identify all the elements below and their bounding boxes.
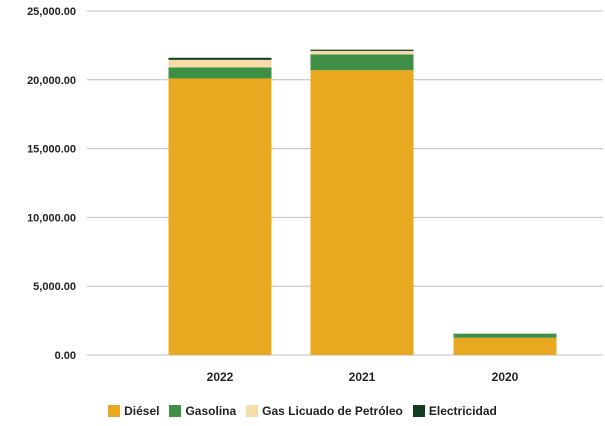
y-tick-label: 5,000.00 <box>33 281 76 293</box>
legend-item: Electricidad <box>412 404 497 418</box>
legend-item: Diésel <box>108 404 159 418</box>
bar-segment-2021-series-0 <box>310 70 414 355</box>
y-tick-label: 20,000.00 <box>27 75 76 87</box>
legend-swatch <box>108 405 121 417</box>
legend: Diésel Gasolina Gas Licuado de Petróleo Ele… <box>0 404 605 418</box>
y-tick-label: 25,000.00 <box>27 6 76 18</box>
legend-label: Electricidad <box>428 404 497 418</box>
x-category-label: 2020 <box>492 370 519 384</box>
x-category-label: 2021 <box>349 370 376 384</box>
bar-segment-2020-series-1 <box>453 333 557 338</box>
legend-item: Gas Licuado de Petróleo <box>246 404 403 418</box>
y-tick-label: 10,000.00 <box>27 212 76 224</box>
bars <box>168 49 557 355</box>
bar-segment-2022-series-1 <box>168 67 272 79</box>
y-tick-label: 0.00 <box>55 350 76 362</box>
bar-segment-2021-series-3 <box>310 49 414 51</box>
y-axis-tick-labels: 0.00 5,000.00 10,000.00 15,000.00 20,000.00 2… <box>27 6 76 362</box>
legend-swatch <box>246 405 259 417</box>
bar-segment-2021-series-1 <box>310 54 414 71</box>
legend-item: Gasolina <box>169 404 236 418</box>
legend-swatch <box>412 405 425 417</box>
y-tick-label: 15,000.00 <box>27 144 76 156</box>
bar-chart-plot: 0.00 5,000.00 10,000.00 15,000.00 20,000.00 2… <box>27 6 603 384</box>
bar-segment-2022-series-3 <box>168 57 272 60</box>
legend-label: Diésel <box>124 404 160 418</box>
legend-label: Gas Licuado de Petróleo <box>262 404 403 418</box>
x-axis-category-labels: 2022 2021 2020 <box>207 370 519 384</box>
bar-segment-2022-series-0 <box>168 78 272 355</box>
bar-segment-2022-series-2 <box>168 59 272 68</box>
bar-segment-2021-series-2 <box>310 50 414 55</box>
legend-label: Gasolina <box>185 404 237 418</box>
bar-segment-2020-series-0 <box>453 337 557 355</box>
x-category-label: 2022 <box>207 370 234 384</box>
legend-swatch <box>169 405 182 417</box>
